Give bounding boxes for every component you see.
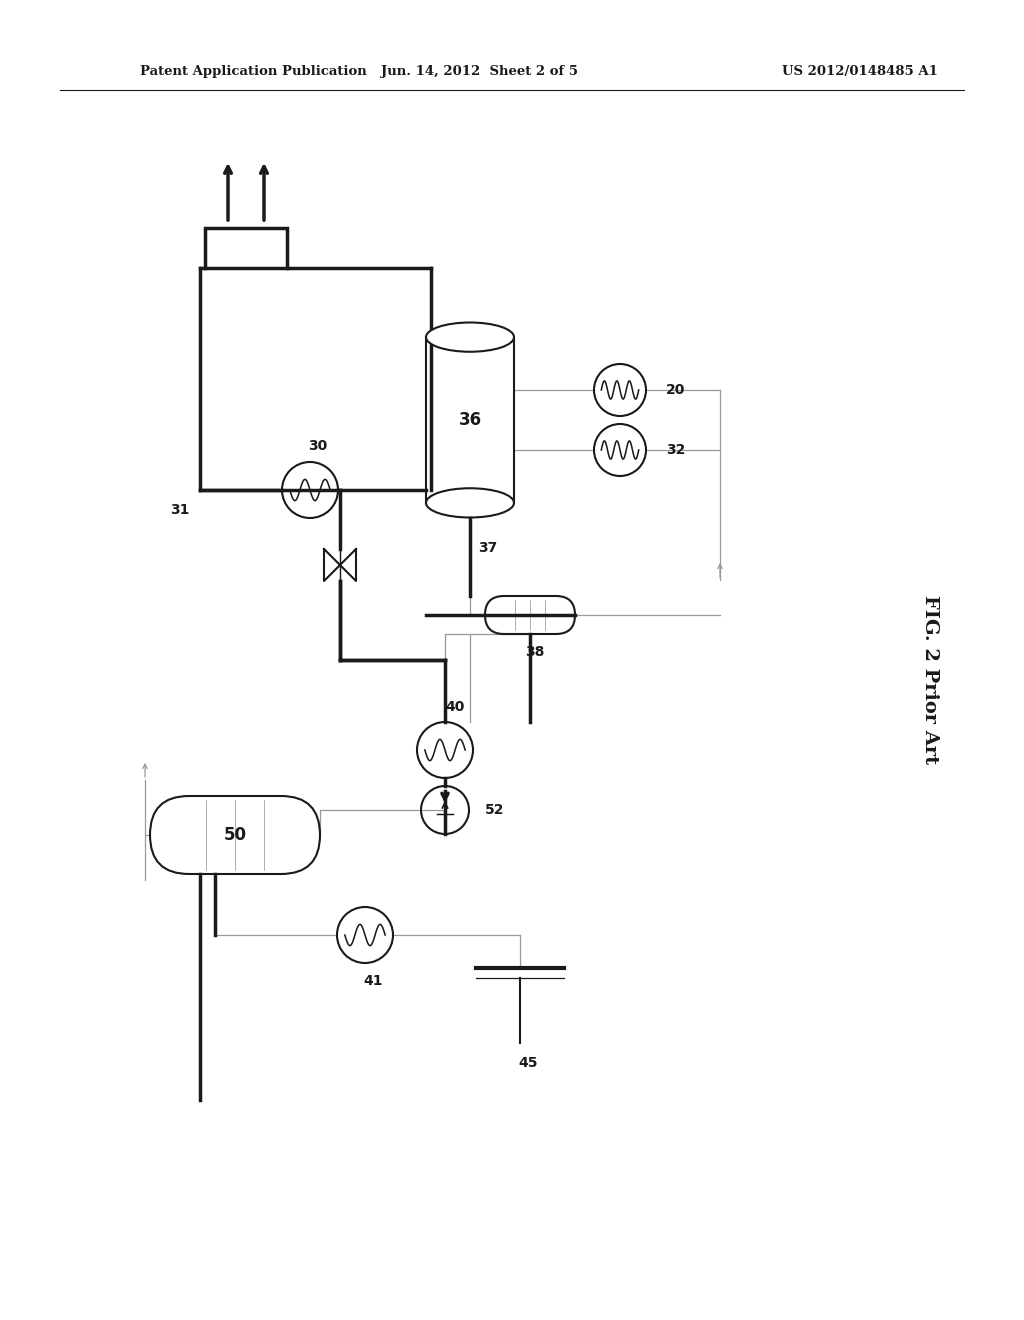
Text: 30: 30 xyxy=(308,440,328,453)
Text: Jun. 14, 2012  Sheet 2 of 5: Jun. 14, 2012 Sheet 2 of 5 xyxy=(382,66,579,78)
Text: 37: 37 xyxy=(478,540,498,554)
Text: 50: 50 xyxy=(223,826,247,843)
Text: FIG. 2 Prior Art: FIG. 2 Prior Art xyxy=(921,595,939,764)
Text: 31: 31 xyxy=(170,503,189,517)
Text: 36: 36 xyxy=(459,411,481,429)
Ellipse shape xyxy=(426,322,514,351)
Text: 38: 38 xyxy=(525,645,545,659)
Text: 52: 52 xyxy=(485,803,505,817)
Text: 40: 40 xyxy=(445,700,465,714)
Text: 45: 45 xyxy=(518,1056,538,1071)
Text: Patent Application Publication: Patent Application Publication xyxy=(140,66,367,78)
Text: 20: 20 xyxy=(666,383,685,397)
Text: 41: 41 xyxy=(364,974,383,987)
Bar xyxy=(205,228,287,268)
Text: 32: 32 xyxy=(666,444,685,457)
Text: US 2012/0148485 A1: US 2012/0148485 A1 xyxy=(782,66,938,78)
